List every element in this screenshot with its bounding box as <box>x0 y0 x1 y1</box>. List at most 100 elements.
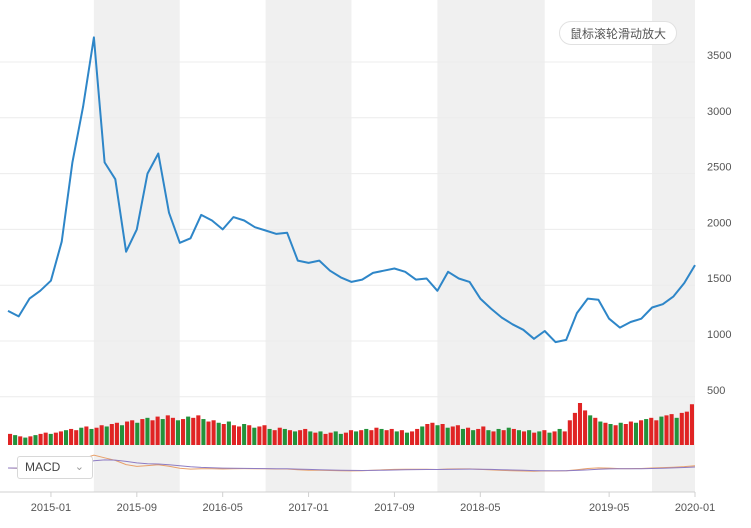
volume-bar <box>130 420 135 445</box>
indicator-select[interactable]: MACD ⌄ <box>17 456 93 479</box>
volume-bar <box>125 421 130 445</box>
macd-line <box>7 454 696 472</box>
y-tick-label: 2500 <box>707 162 731 174</box>
y-axis: 500 1000 1500 2000 2500 3000 3500 <box>707 50 731 397</box>
volume-bar <box>557 428 562 445</box>
volume-bar <box>654 420 659 445</box>
volume-bar <box>99 425 104 445</box>
volume-bar <box>165 415 170 445</box>
volume-bar <box>420 426 425 445</box>
price-line <box>7 36 696 344</box>
x-tick-label: 2015-09 <box>117 502 157 514</box>
volume-bar <box>114 422 119 445</box>
volume-bar <box>516 430 521 445</box>
volume-bar <box>628 421 633 445</box>
x-tick-label: 2019-05 <box>589 502 629 514</box>
volume-bar <box>674 417 679 445</box>
volume-bar <box>466 427 471 445</box>
volume-bar <box>593 417 598 445</box>
volume-bar <box>38 433 43 445</box>
volume-bar <box>160 419 165 445</box>
volume-bar <box>404 432 410 445</box>
volume-bar <box>318 431 323 445</box>
volume-bar <box>476 428 481 445</box>
volume-bar <box>491 431 496 445</box>
volume-bar <box>257 426 262 445</box>
volume-bar <box>308 431 313 445</box>
volume-bar <box>48 433 53 445</box>
volume-bar <box>506 427 511 445</box>
volume-bar <box>8 433 13 445</box>
volume-bar <box>496 428 501 445</box>
volume-bar <box>33 435 38 445</box>
y-tick-label: 3000 <box>707 106 731 118</box>
volume-bar <box>552 431 557 445</box>
volume-bar <box>252 427 257 445</box>
volume-bars <box>8 403 694 445</box>
y-tick-label: 2000 <box>707 217 731 229</box>
volume-bar <box>410 431 415 445</box>
volume-bar <box>272 430 277 445</box>
volume-bar <box>369 430 374 445</box>
volume-bar <box>415 428 420 445</box>
volume-bar <box>84 426 89 445</box>
volume-bar <box>216 422 221 445</box>
volume-bar <box>547 432 552 445</box>
volume-bar <box>155 416 160 445</box>
volume-bar <box>608 424 613 445</box>
background-band <box>652 0 695 492</box>
x-tick-label: 2017-09 <box>374 502 414 514</box>
volume-bar <box>521 431 527 445</box>
volume-bar <box>430 422 435 445</box>
volume-bar <box>633 422 639 445</box>
y-tick-label: 3500 <box>707 50 731 62</box>
volume-bar <box>364 428 369 445</box>
volume-bar <box>644 419 649 445</box>
volume-bar <box>109 424 114 445</box>
volume-bar <box>542 430 547 445</box>
volume-bar <box>201 419 206 445</box>
alternating-bands <box>93 0 695 492</box>
volume-bar <box>206 421 211 445</box>
volume-bar <box>43 432 48 445</box>
volume-bar <box>323 433 328 445</box>
volume-bar <box>537 431 542 445</box>
volume-bar <box>374 427 379 445</box>
volume-bar <box>577 403 583 445</box>
volume-bar <box>237 426 242 445</box>
volume-bar <box>58 431 63 445</box>
volume-bar <box>649 417 654 445</box>
volume-bar <box>191 417 196 445</box>
volume-bar <box>527 430 532 445</box>
volume-bar <box>333 431 338 445</box>
volume-bar <box>338 433 343 445</box>
volume-bar <box>399 430 404 445</box>
volume-bar <box>618 422 623 445</box>
volume-bar <box>89 428 94 445</box>
volume-bar <box>659 416 664 445</box>
volume-bar <box>175 420 181 445</box>
volume-bar <box>455 425 460 445</box>
zoom-hint-badge: 鼠标滚轮滑动放大 <box>559 21 678 45</box>
volume-bar <box>445 427 450 445</box>
macd-panel <box>7 454 696 472</box>
volume-bar <box>562 431 567 445</box>
volume-bar <box>69 428 74 445</box>
chevron-down-icon: ⌄ <box>74 461 84 473</box>
volume-bar <box>343 432 348 445</box>
volume-bar <box>63 430 69 445</box>
volume-bar <box>394 431 399 445</box>
volume-bar <box>359 430 364 445</box>
volume-bar <box>135 422 140 445</box>
volume-bar <box>354 431 359 445</box>
volume-bar <box>328 432 333 445</box>
volume-bar <box>79 427 84 445</box>
volume-bar <box>242 424 247 445</box>
volume-bar <box>486 430 491 445</box>
volume-bar <box>23 437 28 445</box>
macd-line <box>7 459 696 472</box>
volume-bar <box>226 421 231 445</box>
volume-bar <box>313 432 318 445</box>
